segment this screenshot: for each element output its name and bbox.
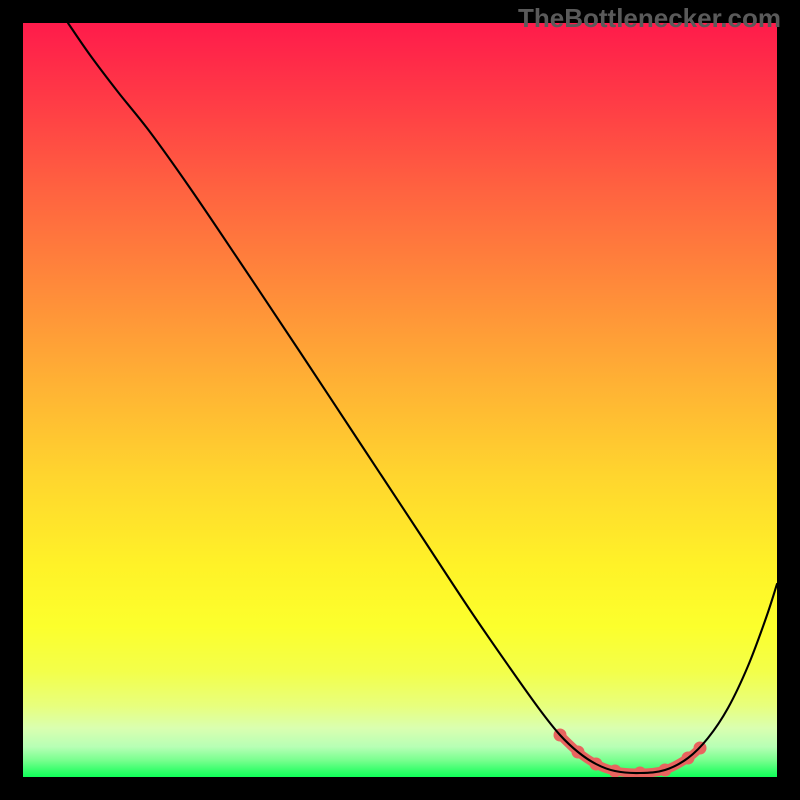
gradient-background xyxy=(23,23,777,777)
bottleneck-chart xyxy=(0,0,800,800)
watermark-text: TheBottlenecker.com xyxy=(518,3,781,34)
